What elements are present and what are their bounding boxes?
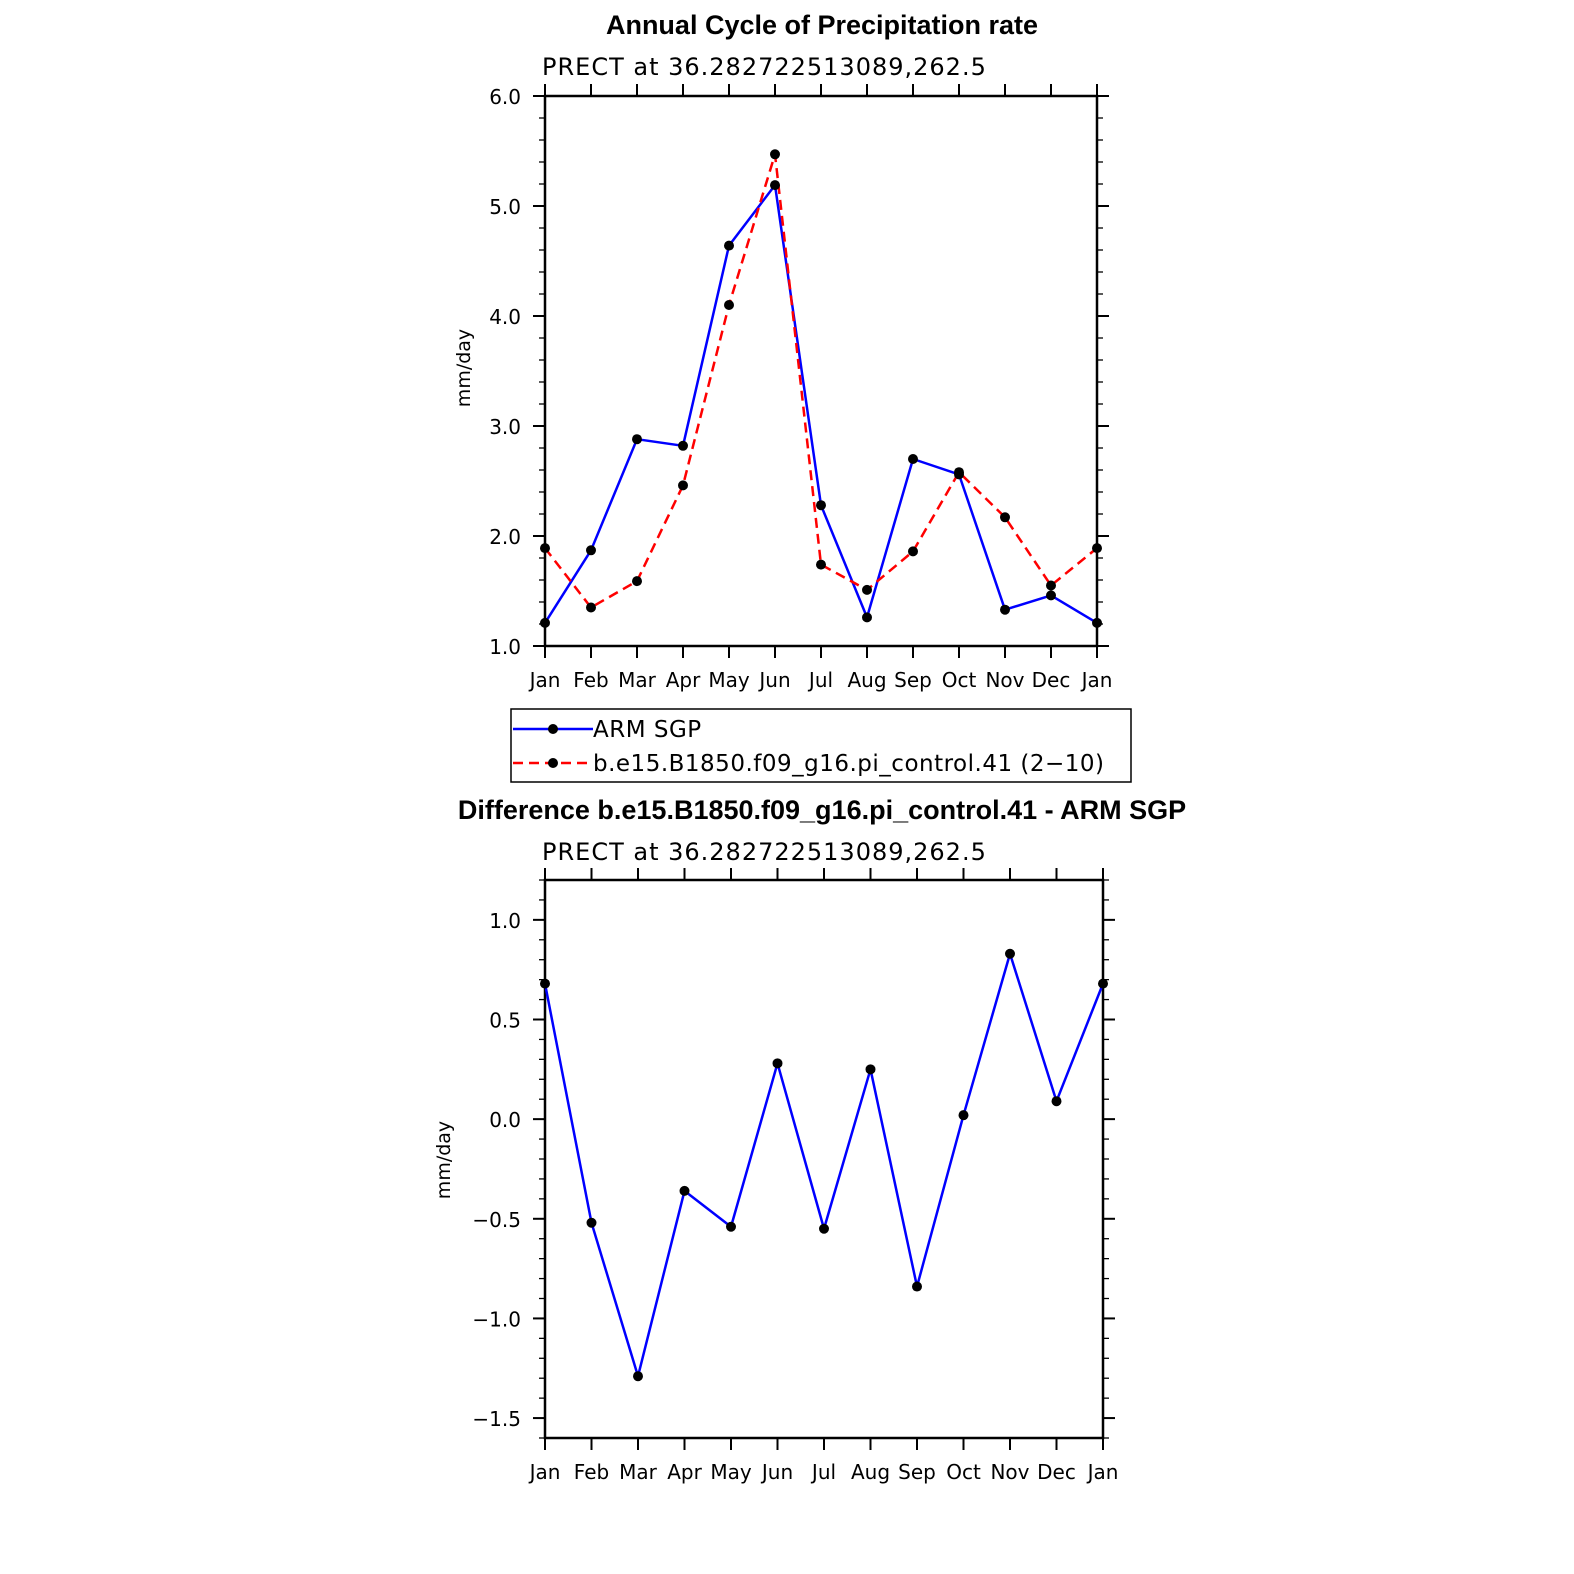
data-point [632,434,642,445]
x-tick-label: Dec [1032,668,1071,692]
x-tick-label: Jan [1086,1460,1119,1484]
data-point [586,602,596,613]
data-point [958,1110,969,1121]
data-point [1046,580,1056,591]
x-tick-label: Aug [851,1460,890,1484]
legend-box [510,708,1132,783]
x-tick-label: Oct [946,1460,981,1484]
data-point [678,480,688,491]
y-tick-label: 0.5 [489,1009,521,1033]
data-point [540,978,550,989]
data-point [586,545,596,556]
x-tick-label: Nov [990,1460,1029,1484]
data-point [1098,978,1108,989]
data-point [772,1058,783,1069]
x-tick-label: Jun [757,668,790,692]
y-tick-label: −0.5 [472,1208,521,1232]
data-point [1046,590,1056,601]
legend-marker-arm-sgp [548,724,558,734]
data-point [770,149,780,160]
data-point [908,546,918,557]
x-tick-label: May [710,1460,752,1484]
y-tick-label: 1.0 [489,635,521,659]
data-point [1005,948,1015,959]
annual-cycle-chart: Annual Cycle of Precipitation rate PRECT… [453,10,1112,692]
data-point [1000,512,1010,523]
series-line-0 [543,952,1105,1378]
legend: ARM SGP b.e15.B1850.f09_g16.pi_control.4… [510,708,1132,783]
x-tick-label: Aug [847,668,886,692]
y-tick-label: 5.0 [489,195,521,219]
data-point [819,1223,829,1234]
data-point [540,543,550,554]
data-point [770,180,780,191]
data-point [1051,1096,1062,1107]
x-tick-label: Feb [573,668,608,692]
y-tick-label: 3.0 [489,415,521,439]
x-tick-label: Apr [666,668,701,692]
data-point [586,1217,597,1228]
difference-chart: Difference b.e15.B1850.f09_g16.pi_contro… [433,795,1186,1484]
data-point [726,1221,736,1232]
y-tick-label: −1.0 [472,1307,521,1331]
x-tick-label: Apr [667,1460,702,1484]
x-tick-label: Feb [574,1460,609,1484]
chart-title: Annual Cycle of Precipitation rate [606,10,1038,40]
x-tick-label: Oct [942,668,977,692]
data-point [540,617,550,628]
chart-subtitle: PRECT at 36.282722513089,262.5 [542,838,987,866]
data-point [865,1064,876,1075]
legend-entry-arm-sgp: ARM SGP [593,717,702,743]
y-tick-label: 1.0 [489,909,521,933]
data-point [912,1281,922,1292]
x-tick-label: Jan [528,1460,561,1484]
data-point [1092,617,1102,628]
x-tick-label: Jan [1080,668,1113,692]
data-point [816,559,826,570]
x-tick-label: Mar [618,668,657,692]
y-axis-label: mm/day [433,1121,455,1199]
x-tick-label: Sep [894,668,932,692]
data-point [862,612,872,623]
y-tick-label: 2.0 [489,525,521,549]
chart-subtitle: PRECT at 36.282722513089,262.5 [542,53,987,81]
x-tick-label: Mar [619,1460,658,1484]
legend-marker-model [548,758,558,768]
data-point [724,300,734,310]
data-point [678,440,688,451]
x-tick-label: May [708,668,750,692]
data-point [908,454,918,464]
plot-frame [543,878,1105,1440]
legend-entry-model: b.e15.B1850.f09_g16.pi_control.41 (2−10) [593,751,1105,777]
data-point [862,584,872,595]
y-axis-label: mm/day [453,329,475,407]
x-tick-label: Jul [807,668,833,692]
x-tick-label: Nov [985,668,1024,692]
data-point [954,467,964,478]
x-tick-label: Jul [810,1460,836,1484]
data-point [633,1371,643,1382]
data-point [679,1185,690,1196]
y-tick-label: 4.0 [489,305,521,329]
data-point [1000,604,1010,615]
x-tick-label: Jan [528,668,561,692]
x-tick-label: Dec [1037,1460,1076,1484]
y-tick-label: 0.0 [489,1108,521,1132]
data-point [724,240,734,251]
chart-title: Difference b.e15.B1850.f09_g16.pi_contro… [458,795,1186,825]
x-tick-label: Jun [760,1460,793,1484]
y-tick-label: 6.0 [489,85,521,109]
data-point [1092,543,1102,554]
x-tick-label: Sep [898,1460,936,1484]
data-point [632,576,642,587]
series-line-1 [544,153,1098,609]
y-tick-label: −1.5 [472,1407,521,1431]
plot-frame [543,94,1099,648]
data-point [816,500,826,511]
